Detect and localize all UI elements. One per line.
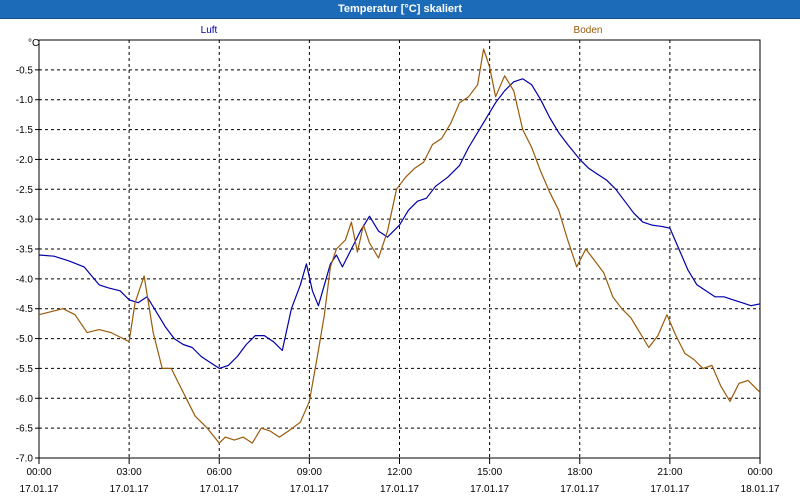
x-tick-time: 15:00: [477, 467, 502, 478]
y-tick-label: -0.5: [16, 65, 34, 76]
x-tick-time: 00:00: [26, 467, 51, 478]
labels: -0.5 -1.0 -1.5 -2.0 -2.5 -3.0 -3.5 -4.0 -4.5 -5.0…: [16, 25, 780, 495]
x-tick-time: 06:00: [207, 467, 232, 478]
y-tick-label: -3.0: [16, 215, 34, 226]
y-tick-label: -1.5: [16, 125, 34, 136]
x-tick-time: 03:00: [117, 467, 142, 478]
x-tick-date: 17.01.17: [290, 484, 329, 495]
grid: [39, 40, 760, 459]
temperature-chart: -0.5 -1.0 -1.5 -2.0 -2.5 -3.0 -3.5 -4.0 -4.5 -5.0…: [16, 25, 780, 495]
y-axis-unit: °C: [28, 38, 39, 49]
series-line-luft: [38, 78, 761, 369]
y-tick-label: -1.0: [16, 95, 34, 106]
axes: [35, 39, 761, 464]
x-tick-date: 17.01.17: [650, 484, 689, 495]
series-line-boden: [38, 48, 761, 444]
y-tick-label: -5.0: [16, 334, 34, 345]
legend-luft: Luft: [201, 25, 218, 36]
x-tick-date: 17.01.17: [380, 484, 419, 495]
x-tick-date: 17.01.17: [20, 484, 59, 495]
series: [38, 48, 761, 444]
plot-border: [38, 39, 761, 459]
y-tick-label: -7.0: [16, 454, 34, 465]
y-tick-label: -3.5: [16, 245, 34, 256]
y-tick-label: -5.5: [16, 364, 34, 375]
y-tick-label: -4.0: [16, 274, 34, 285]
y-tick-label: -6.0: [16, 394, 34, 405]
x-tick-time: 09:00: [297, 467, 322, 478]
x-tick-date: 17.01.17: [560, 484, 599, 495]
x-tick-date: 18.01.17: [741, 484, 780, 495]
y-tick-label: -2.0: [16, 155, 34, 166]
y-tick-label: -6.5: [16, 424, 34, 435]
x-tick-time: 21:00: [657, 467, 682, 478]
y-tick-label: -4.5: [16, 304, 34, 315]
y-tick-label: -2.5: [16, 185, 34, 196]
x-tick-date: 17.01.17: [470, 484, 509, 495]
chart-title: Temperatur [°C] skaliert: [0, 0, 800, 19]
x-tick-date: 17.01.17: [200, 484, 239, 495]
x-tick-time: 00:00: [747, 467, 772, 478]
x-tick-time: 12:00: [387, 467, 412, 478]
legend-boden: Boden: [574, 25, 603, 36]
x-tick-date: 17.01.17: [110, 484, 149, 495]
x-tick-time: 18:00: [567, 467, 592, 478]
